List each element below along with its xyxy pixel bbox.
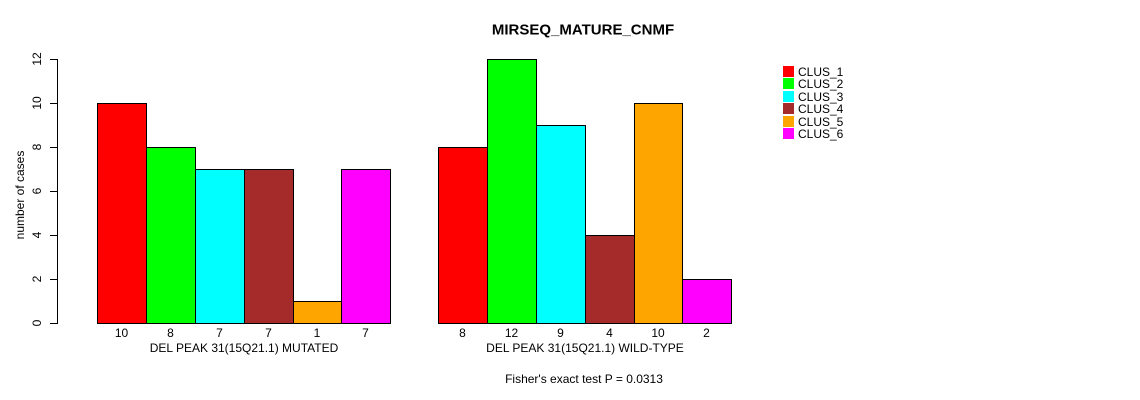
bar-value-label: 7 (265, 326, 272, 340)
y-tick-label: 10 (30, 96, 44, 110)
bar-value-label: 10 (114, 326, 129, 340)
group-label: DEL PEAK 31(15Q21.1) MUTATED (149, 341, 339, 355)
bar-value-label: 10 (651, 326, 665, 340)
y-tick (50, 59, 57, 60)
y-tick-label: 0 (30, 319, 44, 327)
y-tick (50, 147, 57, 148)
bar-clus_4-group2 (585, 235, 635, 324)
y-tick (50, 191, 57, 192)
legend-label: CLUS_4 (798, 101, 844, 116)
bar-clus_5-group1 (293, 301, 342, 324)
legend-label: CLUS_6 (798, 126, 844, 141)
bar-value-label: 4 (606, 326, 613, 340)
bar-clus_4-group1 (244, 169, 294, 324)
bar-value-label: 2 (703, 326, 710, 340)
bar-clus_1-group1 (97, 103, 147, 324)
legend-label: CLUS_1 (798, 64, 844, 79)
y-tick-label: 4 (30, 231, 44, 239)
bar-clus_5-group2 (634, 103, 683, 324)
legend-swatch-clus_4 (783, 103, 794, 114)
bar-clus_2-group1 (146, 147, 196, 324)
legend-swatch-clus_6 (783, 128, 794, 139)
y-tick (50, 103, 57, 104)
legend-swatch-clus_1 (783, 66, 794, 77)
bar-value-label: 8 (459, 326, 466, 340)
legend-label: CLUS_5 (798, 114, 844, 129)
bar-value-label: 7 (216, 326, 223, 340)
bar-value-label: 8 (167, 326, 174, 340)
legend-label: CLUS_3 (798, 89, 844, 104)
fisher-test-note: Fisher's exact test P = 0.0313 (505, 372, 663, 386)
y-tick-label: 6 (30, 187, 44, 195)
bar-clus_1-group2 (438, 147, 488, 324)
bar-value-label: 7 (362, 326, 369, 340)
legend-label: CLUS_2 (798, 76, 844, 91)
y-tick-label: 12 (30, 52, 44, 66)
legend-swatch-clus_3 (783, 91, 794, 102)
y-axis-line (57, 59, 58, 324)
legend-swatch-clus_2 (783, 78, 794, 89)
bar-value-label: 12 (504, 326, 519, 340)
legend-swatch-clus_5 (783, 116, 794, 127)
bar-value-label: 1 (313, 326, 321, 340)
y-axis-label: number of cases (13, 150, 27, 240)
y-tick (50, 279, 57, 280)
y-tick-label: 2 (30, 275, 44, 283)
bar-clus_3-group2 (536, 125, 586, 324)
chart-title: MIRSEQ_MATURE_CNMF (491, 21, 675, 39)
group-label: DEL PEAK 31(15Q21.1) WILD-TYPE (486, 341, 684, 355)
bar-clus_2-group2 (487, 59, 537, 324)
bar-clus_6-group2 (682, 279, 732, 324)
y-tick-label: 8 (30, 143, 44, 151)
y-tick (50, 323, 57, 324)
y-tick (50, 235, 57, 236)
bar-value-label: 9 (557, 326, 564, 340)
bar-clus_6-group1 (341, 169, 391, 324)
bar-clus_3-group1 (195, 169, 245, 324)
